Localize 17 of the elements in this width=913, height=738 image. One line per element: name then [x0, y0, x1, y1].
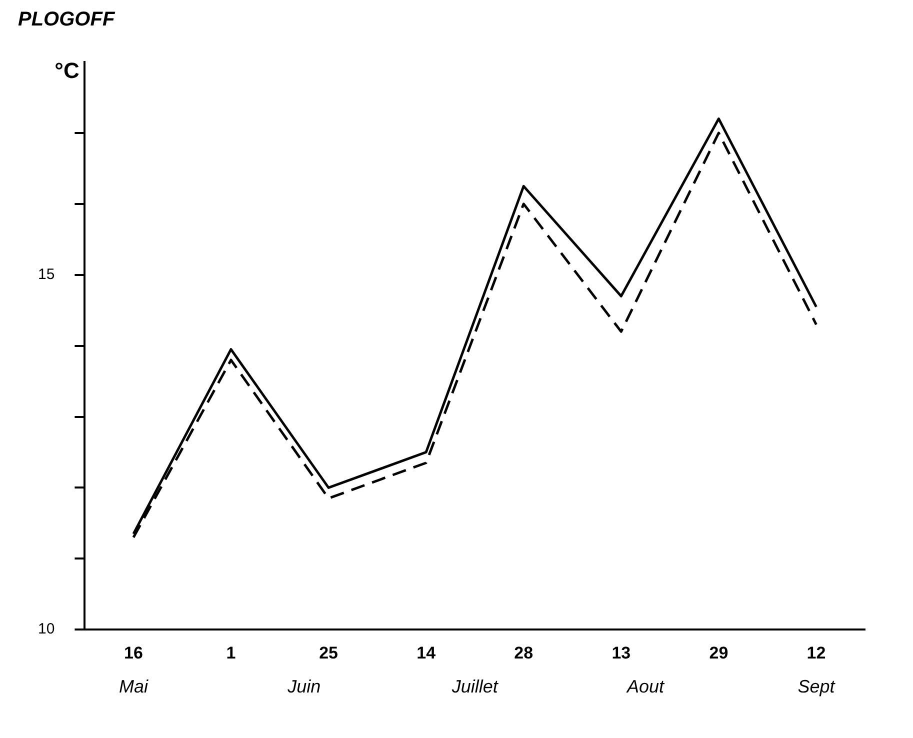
- x-tick-label: 1: [226, 643, 236, 662]
- y-tick-label: 10: [38, 620, 55, 638]
- text: Sept: [798, 676, 836, 697]
- text: Juillet: [450, 676, 499, 697]
- y-tick-label: 15: [38, 266, 55, 283]
- x-tick-label: 12: [806, 643, 826, 662]
- x-tick-label: 16: [124, 643, 143, 662]
- y-axis-title: °C: [54, 58, 80, 84]
- x-tick-label: 25: [319, 643, 338, 662]
- x-tick-label: 14: [416, 643, 436, 662]
- text: Mai: [118, 676, 149, 697]
- x-tick-label: 28: [514, 643, 534, 662]
- text: Aout: [626, 676, 666, 697]
- chart-title: PLOGOFF: [18, 8, 116, 31]
- x-tick-label: 13: [612, 643, 631, 662]
- text: Juin: [286, 676, 321, 697]
- x-tick-label: 29: [709, 643, 728, 662]
